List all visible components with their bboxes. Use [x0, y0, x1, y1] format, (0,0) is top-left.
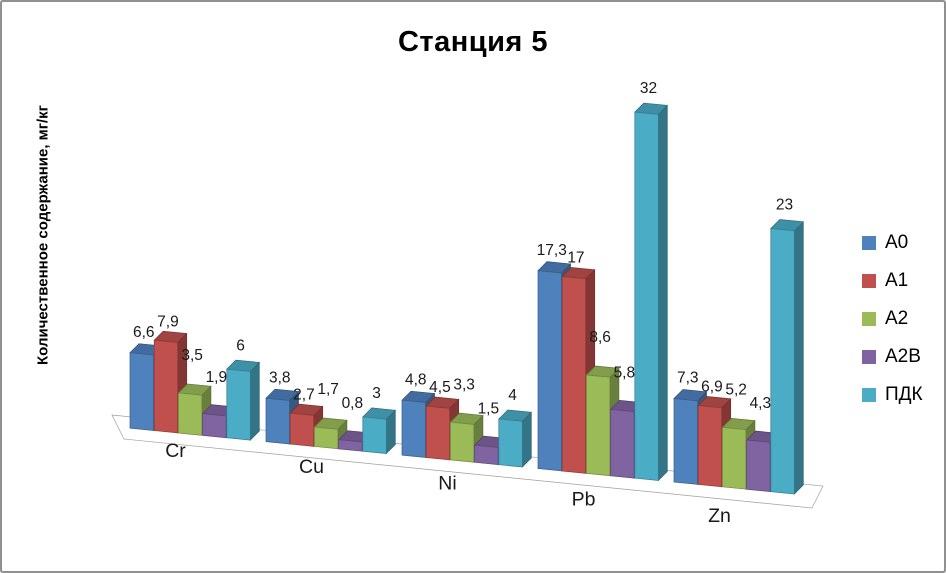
bar-Cu-ПДК	[362, 407, 397, 455]
bar-front-face	[634, 111, 659, 481]
legend-label-A1: A1	[885, 270, 909, 291]
value-label-Cu-A2: 1,7	[317, 381, 339, 398]
bar-front-face	[673, 398, 698, 485]
bar-front-face	[770, 228, 795, 495]
value-label-Cu-A0: 3,8	[269, 369, 291, 386]
bar-side-face	[249, 361, 260, 441]
bar-front-face	[537, 270, 562, 472]
category-label-Cu: Cu	[299, 456, 324, 478]
value-label-Zn-ПДК: 23	[776, 197, 793, 214]
bar-front-face	[265, 397, 290, 445]
value-label-Cu-A1: 2,7	[293, 386, 315, 403]
category-label-Pb: Pb	[572, 489, 596, 511]
value-label-Cr-ПДК: 6	[236, 337, 245, 354]
bar-front-face	[226, 368, 251, 441]
value-label-Zn-A2: 5,2	[725, 382, 747, 399]
bar-Cr-ПДК	[226, 359, 261, 441]
bar-front-face	[722, 426, 747, 490]
legend: A0 A1 A2 A2B ПДК	[862, 224, 923, 414]
bar-front-face	[474, 444, 499, 466]
legend-swatch-A2	[862, 312, 876, 326]
bar-front-face	[314, 426, 339, 450]
value-label-Ni-A1: 4,5	[429, 379, 451, 396]
value-label-Zn-A1: 6,9	[701, 379, 723, 396]
value-label-Ni-A0: 4,8	[405, 371, 427, 388]
bar-side-face	[793, 220, 804, 495]
category-label-Cr: Cr	[165, 440, 186, 462]
value-label-Pb-ПДК: 32	[640, 80, 657, 97]
legend-swatch-ПДК	[862, 388, 876, 402]
value-label-Cr-A0: 6,6	[133, 324, 155, 341]
value-label-Cr-A1: 7,9	[157, 313, 179, 330]
value-label-Pb-A0: 17,3	[537, 242, 567, 259]
bar-front-face	[178, 392, 203, 436]
bar-front-face	[362, 416, 387, 454]
legend-item-A0: A0	[862, 224, 923, 262]
value-label-Pb-A1: 17	[567, 250, 584, 267]
bar-front-face	[202, 413, 227, 439]
bar-front-face	[338, 439, 363, 452]
bar-front-face	[450, 421, 475, 463]
category-label-Ni: Ni	[438, 472, 456, 494]
value-label-Zn-A0: 7,3	[677, 370, 699, 387]
legend-label-A2: A2	[885, 308, 909, 329]
value-label-Zn-A2B: 4,3	[750, 395, 772, 412]
chart-title: Станция 5	[397, 26, 549, 58]
value-label-Cr-A2B: 1,9	[206, 369, 228, 386]
bar-front-face	[289, 412, 315, 447]
value-label-Ni-A2: 3,3	[453, 376, 475, 393]
category-label-Zn: Zn	[708, 505, 731, 527]
legend-swatch-A0	[862, 236, 876, 250]
bar-side-face	[657, 104, 668, 482]
bar-front-face	[697, 405, 723, 488]
legend-label-ПДК: ПДК	[885, 384, 923, 405]
bar-front-face	[610, 409, 635, 479]
legend-item-A2B: A2B	[862, 338, 923, 376]
legend-item-A1: A1	[862, 262, 923, 300]
value-label-Pb-A2: 8,6	[589, 329, 611, 346]
value-label-Cu-A2B: 0,8	[342, 395, 364, 412]
bar-front-face	[425, 405, 451, 461]
bar-Ni-ПДК	[498, 409, 533, 468]
bar-front-face	[129, 352, 154, 431]
legend-item-A2: A2	[862, 300, 923, 338]
value-label-Pb-A2B: 5,8	[614, 365, 636, 382]
legend-label-A2B: A2B	[885, 346, 921, 367]
bar-front-face	[401, 399, 426, 458]
value-label-Ni-A2B: 1,5	[478, 400, 500, 417]
value-label-Ni-ПДК: 4	[508, 387, 517, 404]
legend-swatch-A2B	[862, 350, 876, 364]
bar-front-face	[561, 276, 587, 474]
value-label-Cr-A2: 3,5	[181, 347, 203, 364]
bar-front-face	[153, 339, 179, 434]
legend-label-A0: A0	[885, 232, 909, 253]
bar-Zn-ПДК	[770, 219, 805, 495]
legend-swatch-A1	[862, 274, 876, 288]
bar-front-face	[586, 374, 611, 477]
bar-front-face	[746, 439, 771, 492]
bar-Ni-A1	[425, 396, 460, 461]
bar-Pb-ПДК	[634, 102, 669, 482]
value-label-Cu-ПДК: 3	[372, 385, 381, 402]
legend-item-ПДК: ПДК	[862, 376, 923, 414]
bar-side-face	[521, 411, 532, 468]
bar-front-face	[498, 418, 523, 468]
